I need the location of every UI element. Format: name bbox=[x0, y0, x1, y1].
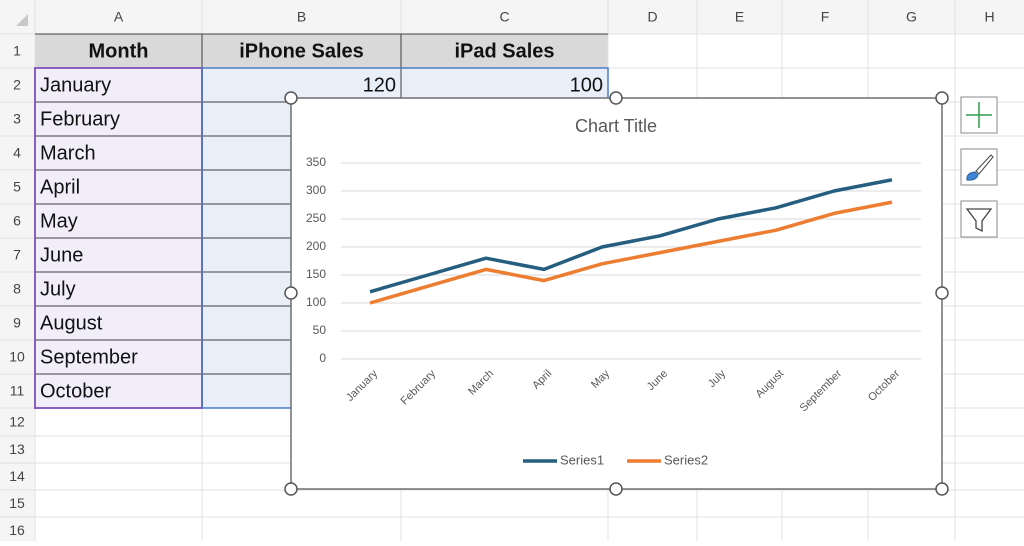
resize-handle[interactable] bbox=[935, 286, 949, 300]
cell[interactable]: 100 bbox=[570, 74, 603, 96]
row-header[interactable]: 11 bbox=[10, 383, 25, 399]
cell[interactable]: January bbox=[40, 74, 111, 96]
column-header[interactable]: B bbox=[297, 9, 306, 25]
resize-handle[interactable] bbox=[284, 482, 298, 496]
column-header[interactable]: H bbox=[984, 9, 994, 25]
cell[interactable]: July bbox=[40, 278, 76, 300]
header-cell-fill bbox=[35, 34, 608, 68]
chart-elements-button[interactable] bbox=[960, 96, 998, 134]
button-frame bbox=[960, 200, 998, 238]
y-tick-label: 50 bbox=[313, 323, 327, 337]
row-header[interactable]: 2 bbox=[13, 77, 21, 93]
cell[interactable]: October bbox=[40, 380, 111, 402]
resize-handle[interactable] bbox=[609, 482, 623, 496]
resize-handle[interactable] bbox=[935, 91, 949, 105]
row-header[interactable]: 10 bbox=[9, 349, 25, 365]
legend-label: Series2 bbox=[664, 452, 708, 467]
row-header[interactable]: 7 bbox=[13, 247, 21, 263]
column-header[interactable]: E bbox=[735, 9, 744, 25]
row-header[interactable]: 4 bbox=[13, 145, 21, 161]
column-header[interactable]: A bbox=[114, 9, 124, 25]
header-cell[interactable]: iPad Sales bbox=[454, 40, 554, 62]
line-series bbox=[369, 200, 893, 305]
resize-handle[interactable] bbox=[284, 91, 298, 105]
row-header[interactable]: 8 bbox=[13, 281, 21, 297]
y-tick-label: 200 bbox=[306, 239, 326, 253]
row-header[interactable]: 12 bbox=[9, 414, 25, 430]
cell[interactable]: April bbox=[40, 176, 80, 198]
select-all bbox=[16, 14, 28, 26]
y-tick-label: 350 bbox=[306, 155, 326, 169]
chart-title: Chart Title bbox=[575, 116, 657, 136]
y-tick-label: 250 bbox=[306, 211, 326, 225]
row-header[interactable]: 1 bbox=[13, 43, 21, 59]
chart-area bbox=[290, 97, 943, 490]
y-tick-label: 100 bbox=[306, 295, 326, 309]
cell[interactable]: May bbox=[40, 210, 78, 232]
filter-icon bbox=[965, 208, 993, 233]
chart-filters-button[interactable] bbox=[960, 200, 998, 238]
legend-label: Series1 bbox=[560, 452, 604, 467]
column-header[interactable]: G bbox=[906, 9, 917, 25]
cell[interactable]: March bbox=[40, 142, 96, 164]
resize-handle[interactable] bbox=[284, 286, 298, 300]
row-header[interactable]: 6 bbox=[13, 213, 21, 229]
y-tick-label: 0 bbox=[319, 351, 326, 365]
row-header-bar bbox=[0, 34, 35, 544]
header-cell[interactable]: iPhone Sales bbox=[239, 40, 364, 62]
line-series bbox=[369, 178, 893, 294]
row-header[interactable]: 13 bbox=[9, 441, 25, 457]
cell[interactable]: August bbox=[40, 312, 103, 334]
resize-handle[interactable] bbox=[935, 482, 949, 496]
cell[interactable]: September bbox=[40, 346, 138, 368]
row-header[interactable]: 5 bbox=[13, 179, 21, 195]
column-header[interactable]: C bbox=[499, 9, 509, 25]
cell[interactable]: 120 bbox=[363, 74, 396, 96]
row-header[interactable]: 15 bbox=[9, 495, 25, 511]
resize-handle[interactable] bbox=[609, 91, 623, 105]
cell[interactable]: June bbox=[40, 244, 83, 266]
header-cell[interactable]: Month bbox=[89, 40, 149, 62]
button-frame bbox=[960, 148, 998, 186]
column-header[interactable]: D bbox=[647, 9, 657, 25]
cell[interactable]: February bbox=[40, 108, 120, 130]
column-header[interactable]: F bbox=[821, 9, 830, 25]
y-tick-label: 300 bbox=[306, 183, 326, 197]
brush-icon bbox=[975, 154, 994, 175]
brush-icon bbox=[966, 171, 979, 181]
row-header[interactable]: 16 bbox=[9, 522, 25, 538]
y-tick-label: 150 bbox=[306, 267, 326, 281]
row-header[interactable]: 3 bbox=[13, 111, 21, 127]
chart-styles-button[interactable] bbox=[960, 148, 998, 186]
column-header-bar bbox=[0, 0, 1024, 34]
row-header[interactable]: 14 bbox=[9, 468, 25, 484]
row-header[interactable]: 9 bbox=[13, 315, 21, 331]
